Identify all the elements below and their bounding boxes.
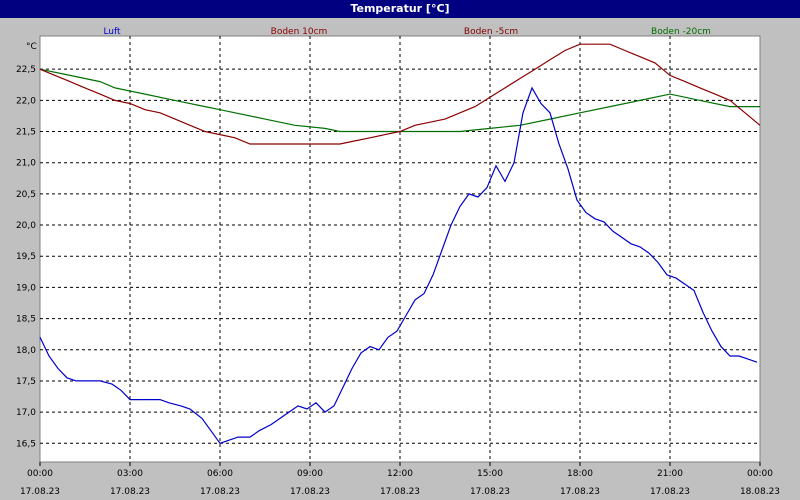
- legend-item: Luft: [103, 27, 121, 37]
- y-tick-label: 21,5: [16, 128, 36, 138]
- x-tick-time: 00:00: [27, 469, 53, 479]
- x-tick-date: 17.08.23: [650, 487, 690, 497]
- x-tick-date: 17.08.23: [470, 487, 510, 497]
- x-tick-time: 15:00: [477, 469, 503, 479]
- y-tick-label: 21,0: [16, 159, 36, 169]
- y-tick-label: 17,5: [16, 377, 36, 387]
- y-axis-label: °C: [26, 42, 37, 52]
- series-line-boden-10cm: [39, 43, 761, 145]
- x-axis-ticks: 00:00 17.08.23 03:00 17.08.23 06:00 17.08.23 0…: [20, 462, 780, 497]
- y-tick-label: 16,5: [16, 439, 36, 449]
- x-tick-date: 17.08.23: [560, 487, 600, 497]
- y-tick-label: 19,5: [16, 252, 36, 262]
- x-tick-time: 21:00: [657, 469, 683, 479]
- y-tick-label: 20,0: [16, 221, 36, 231]
- x-tick-time: 12:00: [387, 469, 413, 479]
- series-line-boden-20cm: [39, 68, 760, 133]
- x-tick-date: 17.08.23: [20, 487, 60, 497]
- y-tick-label: 18,0: [16, 346, 36, 356]
- x-tick-date: 18.08.23: [740, 487, 780, 497]
- y-axis-ticks: 22,5 22,0 21,5 21,0 20,5 20,0 19,5 19,0 18,5 18,0…: [16, 65, 36, 449]
- x-tick-time: 18:00: [567, 469, 593, 479]
- chart-title: Temperatur [°C]: [0, 0, 800, 18]
- x-tick-time: 09:00: [297, 469, 323, 479]
- legend-item: Boden 10cm: [271, 27, 328, 37]
- x-tick-date: 17.08.23: [290, 487, 330, 497]
- y-tick-label: 18,5: [16, 315, 36, 325]
- y-tick-label: 19,0: [16, 283, 36, 293]
- x-tick-date: 17.08.23: [200, 487, 240, 497]
- series-group: [39, 43, 761, 445]
- series-line-luft: [39, 86, 758, 445]
- x-tick-time: 06:00: [207, 469, 233, 479]
- x-tick-time: 03:00: [117, 469, 143, 479]
- x-tick-date: 17.08.23: [380, 487, 420, 497]
- y-tick-label: 22,5: [16, 65, 36, 75]
- y-tick-label: 20,5: [16, 190, 36, 200]
- x-tick-time: 00:00: [747, 469, 773, 479]
- y-tick-label: 17,0: [16, 408, 36, 418]
- legend-item: Boden -20cm: [651, 27, 711, 37]
- y-tick-label: 22,0: [16, 96, 36, 106]
- legend-item: Boden -5cm: [464, 27, 518, 37]
- x-tick-date: 17.08.23: [110, 487, 150, 497]
- legend: Luft Boden 10cm Boden -5cm Boden -20cm: [103, 27, 711, 37]
